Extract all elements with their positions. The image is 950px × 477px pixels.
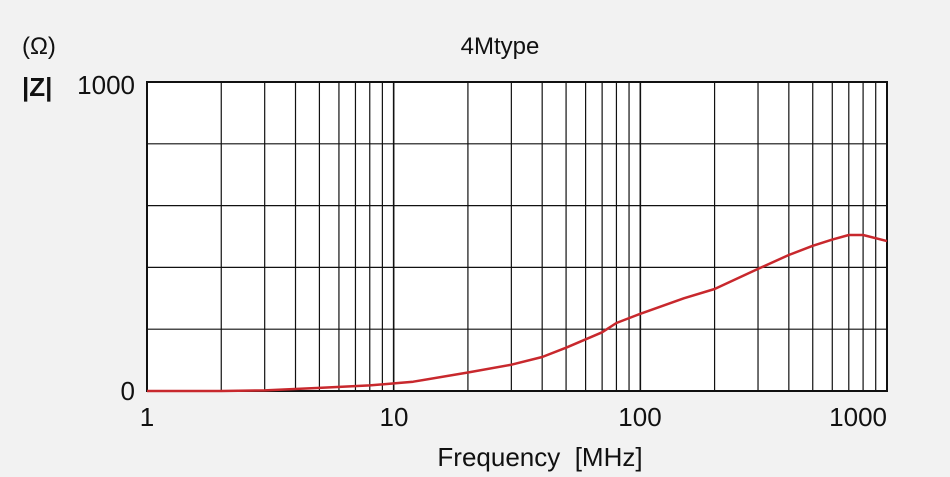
y-tick-label-max: 1000 [77, 70, 135, 100]
y-tick-label-min: 0 [121, 376, 135, 406]
x-tick-label-1000: 1000 [829, 402, 887, 432]
x-tick-label-10: 10 [380, 402, 409, 432]
impedance-curve [147, 233, 888, 393]
y-axis-label: |Z| [22, 72, 52, 102]
chart-title: 4Mtype [461, 33, 540, 60]
x-tick-label-100: 100 [618, 402, 661, 432]
unit-label: (Ω) [22, 33, 56, 60]
plot-background [147, 82, 887, 391]
x-tick-label-1: 1 [140, 402, 154, 432]
x-axis-label: Frequency [MHz] [437, 442, 642, 472]
plot-frame [146, 81, 888, 392]
